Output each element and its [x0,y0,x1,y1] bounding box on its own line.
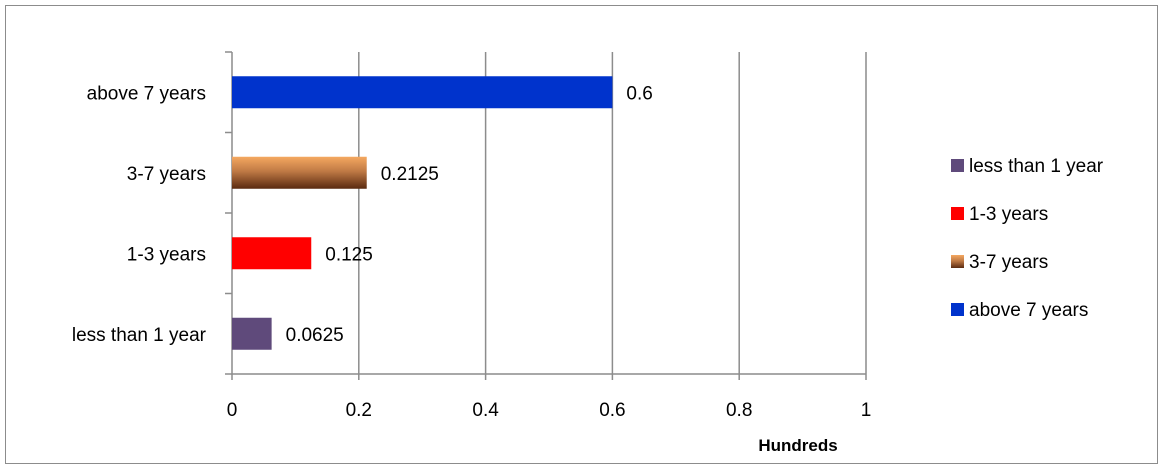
legend-swatch [951,303,964,316]
x-tick-label: 0.8 [726,400,752,421]
legend-swatch [951,255,964,268]
bar [232,317,272,350]
data-label: 0.0625 [286,325,344,346]
x-tick-label: 0.6 [599,400,625,421]
legend-label: above 7 years [969,300,1088,321]
y-tick-label: 1-3 years [127,244,206,265]
y-tick-labels: less than 1 year 1-3 years 3-7 years above … [72,83,207,346]
bar [232,237,312,270]
legend-label: 3-7 years [969,252,1048,273]
x-unit-label: Hundreds [758,436,837,455]
data-label: 0.6 [626,83,652,104]
bars [232,76,613,350]
data-label: 0.2125 [381,164,439,185]
x-tick-labels: 0 0.2 0.4 0.6 0.8 1 [227,400,872,421]
legend-swatch [951,207,964,220]
bar [232,156,367,189]
x-tick-label: 0.4 [472,400,499,421]
x-tick-label: 0.2 [346,400,372,421]
x-tick-label: 0 [227,400,238,421]
data-label: 0.125 [325,244,373,265]
legend-label: less than 1 year [969,156,1104,177]
y-tick-label: less than 1 year [72,325,207,346]
y-tick-label: above 7 years [87,83,206,104]
legend-swatch [951,159,964,172]
legend: less than 1 year 1-3 years 3-7 years above … [951,156,1104,321]
y-tick-label: 3-7 years [127,164,206,185]
legend-label: 1-3 years [969,204,1048,225]
data-labels: 0.0625 0.125 0.2125 0.6 [286,83,653,346]
bar [232,76,613,109]
x-tick-label: 1 [861,400,872,421]
